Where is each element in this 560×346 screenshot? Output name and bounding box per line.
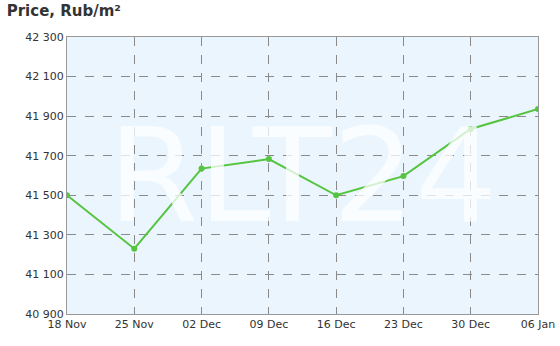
svg-text:23 Dec: 23 Dec xyxy=(384,318,423,331)
svg-text:41 100: 41 100 xyxy=(25,268,64,281)
svg-text:16 Dec: 16 Dec xyxy=(317,318,356,331)
svg-text:30 Dec: 30 Dec xyxy=(451,318,490,331)
svg-text:Price, Rub/m²: Price, Rub/m² xyxy=(7,2,121,20)
svg-text:41 900: 41 900 xyxy=(25,110,64,123)
svg-text:18 Nov: 18 Nov xyxy=(48,318,87,331)
svg-text:40 900: 40 900 xyxy=(25,308,64,321)
svg-text:06 Jan: 06 Jan xyxy=(521,318,555,331)
svg-text:41 300: 41 300 xyxy=(25,229,64,242)
svg-text:42 300: 42 300 xyxy=(25,31,64,44)
svg-text:02 Dec: 02 Dec xyxy=(182,318,221,331)
svg-text:25 Nov: 25 Nov xyxy=(115,318,154,331)
svg-text:RLT24: RLT24 xyxy=(108,100,498,252)
svg-text:09 Dec: 09 Dec xyxy=(249,318,288,331)
svg-text:41 500: 41 500 xyxy=(25,189,64,202)
svg-text:42 100: 42 100 xyxy=(25,70,64,83)
svg-text:41 700: 41 700 xyxy=(25,150,64,163)
